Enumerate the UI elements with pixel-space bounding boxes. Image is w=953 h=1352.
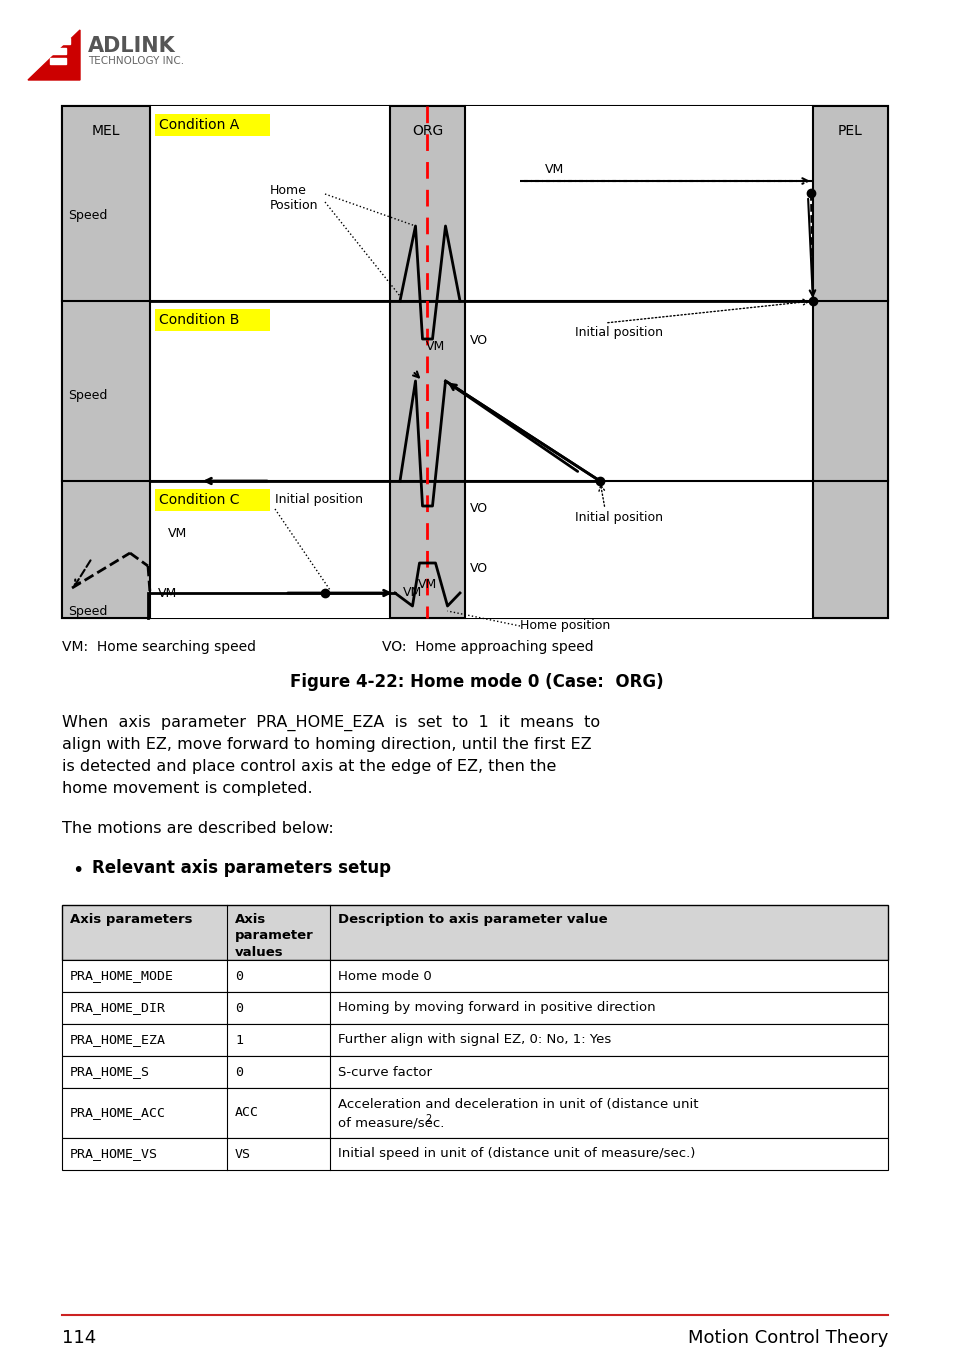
Text: 1: 1: [234, 1033, 243, 1046]
Text: 0: 0: [234, 1065, 243, 1079]
Text: Description to axis parameter value: Description to axis parameter value: [337, 913, 607, 926]
Bar: [46, 49, 66, 54]
Text: Motion Control Theory: Motion Control Theory: [687, 1329, 887, 1347]
Text: VO: VO: [470, 334, 488, 347]
Text: PRA_HOME_S: PRA_HOME_S: [70, 1065, 150, 1079]
Text: ADLINK: ADLINK: [88, 37, 175, 55]
Text: Initial position: Initial position: [274, 492, 363, 506]
Bar: [154, 114, 270, 137]
Text: Condition C: Condition C: [159, 493, 239, 507]
Text: VM:  Home searching speed: VM: Home searching speed: [62, 639, 255, 654]
Text: Acceleration and deceleration in unit of (distance unit: Acceleration and deceleration in unit of…: [337, 1098, 698, 1111]
Bar: [62, 960, 887, 992]
Bar: [62, 992, 887, 1023]
Text: VS: VS: [234, 1148, 251, 1160]
Text: S-curve factor: S-curve factor: [337, 1065, 432, 1079]
Bar: [154, 310, 270, 331]
Text: VM: VM: [158, 587, 177, 600]
Text: VM: VM: [425, 339, 445, 353]
Text: Home
Position: Home Position: [270, 184, 318, 212]
Text: VO: VO: [470, 561, 488, 575]
Bar: [50, 58, 66, 64]
Text: Initial position: Initial position: [575, 511, 662, 525]
Text: When  axis  parameter  PRA_HOME_EZA  is  set  to  1  it  means  to: When axis parameter PRA_HOME_EZA is set …: [62, 715, 599, 731]
Text: Home position: Home position: [519, 619, 610, 633]
Text: of measure/sec.: of measure/sec.: [337, 1115, 444, 1129]
Bar: [62, 904, 887, 960]
Text: ACC: ACC: [234, 1106, 258, 1119]
Text: Speed: Speed: [68, 210, 108, 223]
Text: Condition B: Condition B: [159, 314, 239, 327]
Text: align with EZ, move forward to homing direction, until the first EZ: align with EZ, move forward to homing di…: [62, 737, 591, 752]
Bar: [62, 1138, 887, 1169]
Text: 2: 2: [424, 1114, 431, 1124]
Text: VM: VM: [417, 579, 436, 591]
Text: ORG: ORG: [412, 124, 442, 138]
Text: Relevant axis parameters setup: Relevant axis parameters setup: [91, 859, 391, 877]
Bar: [154, 489, 270, 511]
Text: PEL: PEL: [837, 124, 862, 138]
Text: 114: 114: [62, 1329, 96, 1347]
Bar: [150, 105, 812, 618]
Text: PRA_HOME_EZA: PRA_HOME_EZA: [70, 1033, 166, 1046]
Text: VO: VO: [470, 503, 488, 515]
Text: Homing by moving forward in positive direction: Homing by moving forward in positive dir…: [337, 1002, 655, 1014]
Bar: [62, 1023, 887, 1056]
Text: is detected and place control axis at the edge of EZ, then the: is detected and place control axis at th…: [62, 758, 556, 773]
Text: •: •: [71, 861, 83, 880]
Bar: [62, 105, 150, 618]
Text: home movement is completed.: home movement is completed.: [62, 781, 313, 796]
Bar: [62, 1088, 887, 1138]
Bar: [812, 105, 887, 618]
Text: 0: 0: [234, 969, 243, 983]
Text: Condition A: Condition A: [159, 118, 239, 132]
Text: Initial position: Initial position: [575, 326, 662, 339]
Text: VO:  Home approaching speed: VO: Home approaching speed: [381, 639, 593, 654]
Text: Axis
parameter
values: Axis parameter values: [234, 913, 314, 959]
Text: PRA_HOME_VS: PRA_HOME_VS: [70, 1148, 158, 1160]
Bar: [62, 105, 887, 618]
Text: Axis parameters: Axis parameters: [70, 913, 193, 926]
Text: Home mode 0: Home mode 0: [337, 969, 432, 983]
Text: VM: VM: [168, 527, 187, 539]
Text: PRA_HOME_ACC: PRA_HOME_ACC: [70, 1106, 166, 1119]
Bar: [42, 38, 70, 45]
Text: PRA_HOME_DIR: PRA_HOME_DIR: [70, 1002, 166, 1014]
Text: VM: VM: [545, 164, 564, 176]
Text: VM: VM: [402, 585, 421, 599]
Text: TECHNOLOGY INC.: TECHNOLOGY INC.: [88, 55, 184, 66]
Text: Speed: Speed: [68, 604, 108, 618]
Bar: [390, 105, 464, 618]
Text: The motions are described below:: The motions are described below:: [62, 821, 334, 836]
Text: MEL: MEL: [91, 124, 120, 138]
Bar: [62, 1056, 887, 1088]
Polygon shape: [28, 30, 80, 80]
Text: Further align with signal EZ, 0: No, 1: Yes: Further align with signal EZ, 0: No, 1: …: [337, 1033, 611, 1046]
Text: Initial speed in unit of (distance unit of measure/sec.): Initial speed in unit of (distance unit …: [337, 1148, 695, 1160]
Text: Figure 4-22: Home mode 0 (Case:  ORG): Figure 4-22: Home mode 0 (Case: ORG): [290, 673, 663, 691]
Text: Speed: Speed: [68, 389, 108, 403]
Text: PRA_HOME_MODE: PRA_HOME_MODE: [70, 969, 173, 983]
Text: 0: 0: [234, 1002, 243, 1014]
